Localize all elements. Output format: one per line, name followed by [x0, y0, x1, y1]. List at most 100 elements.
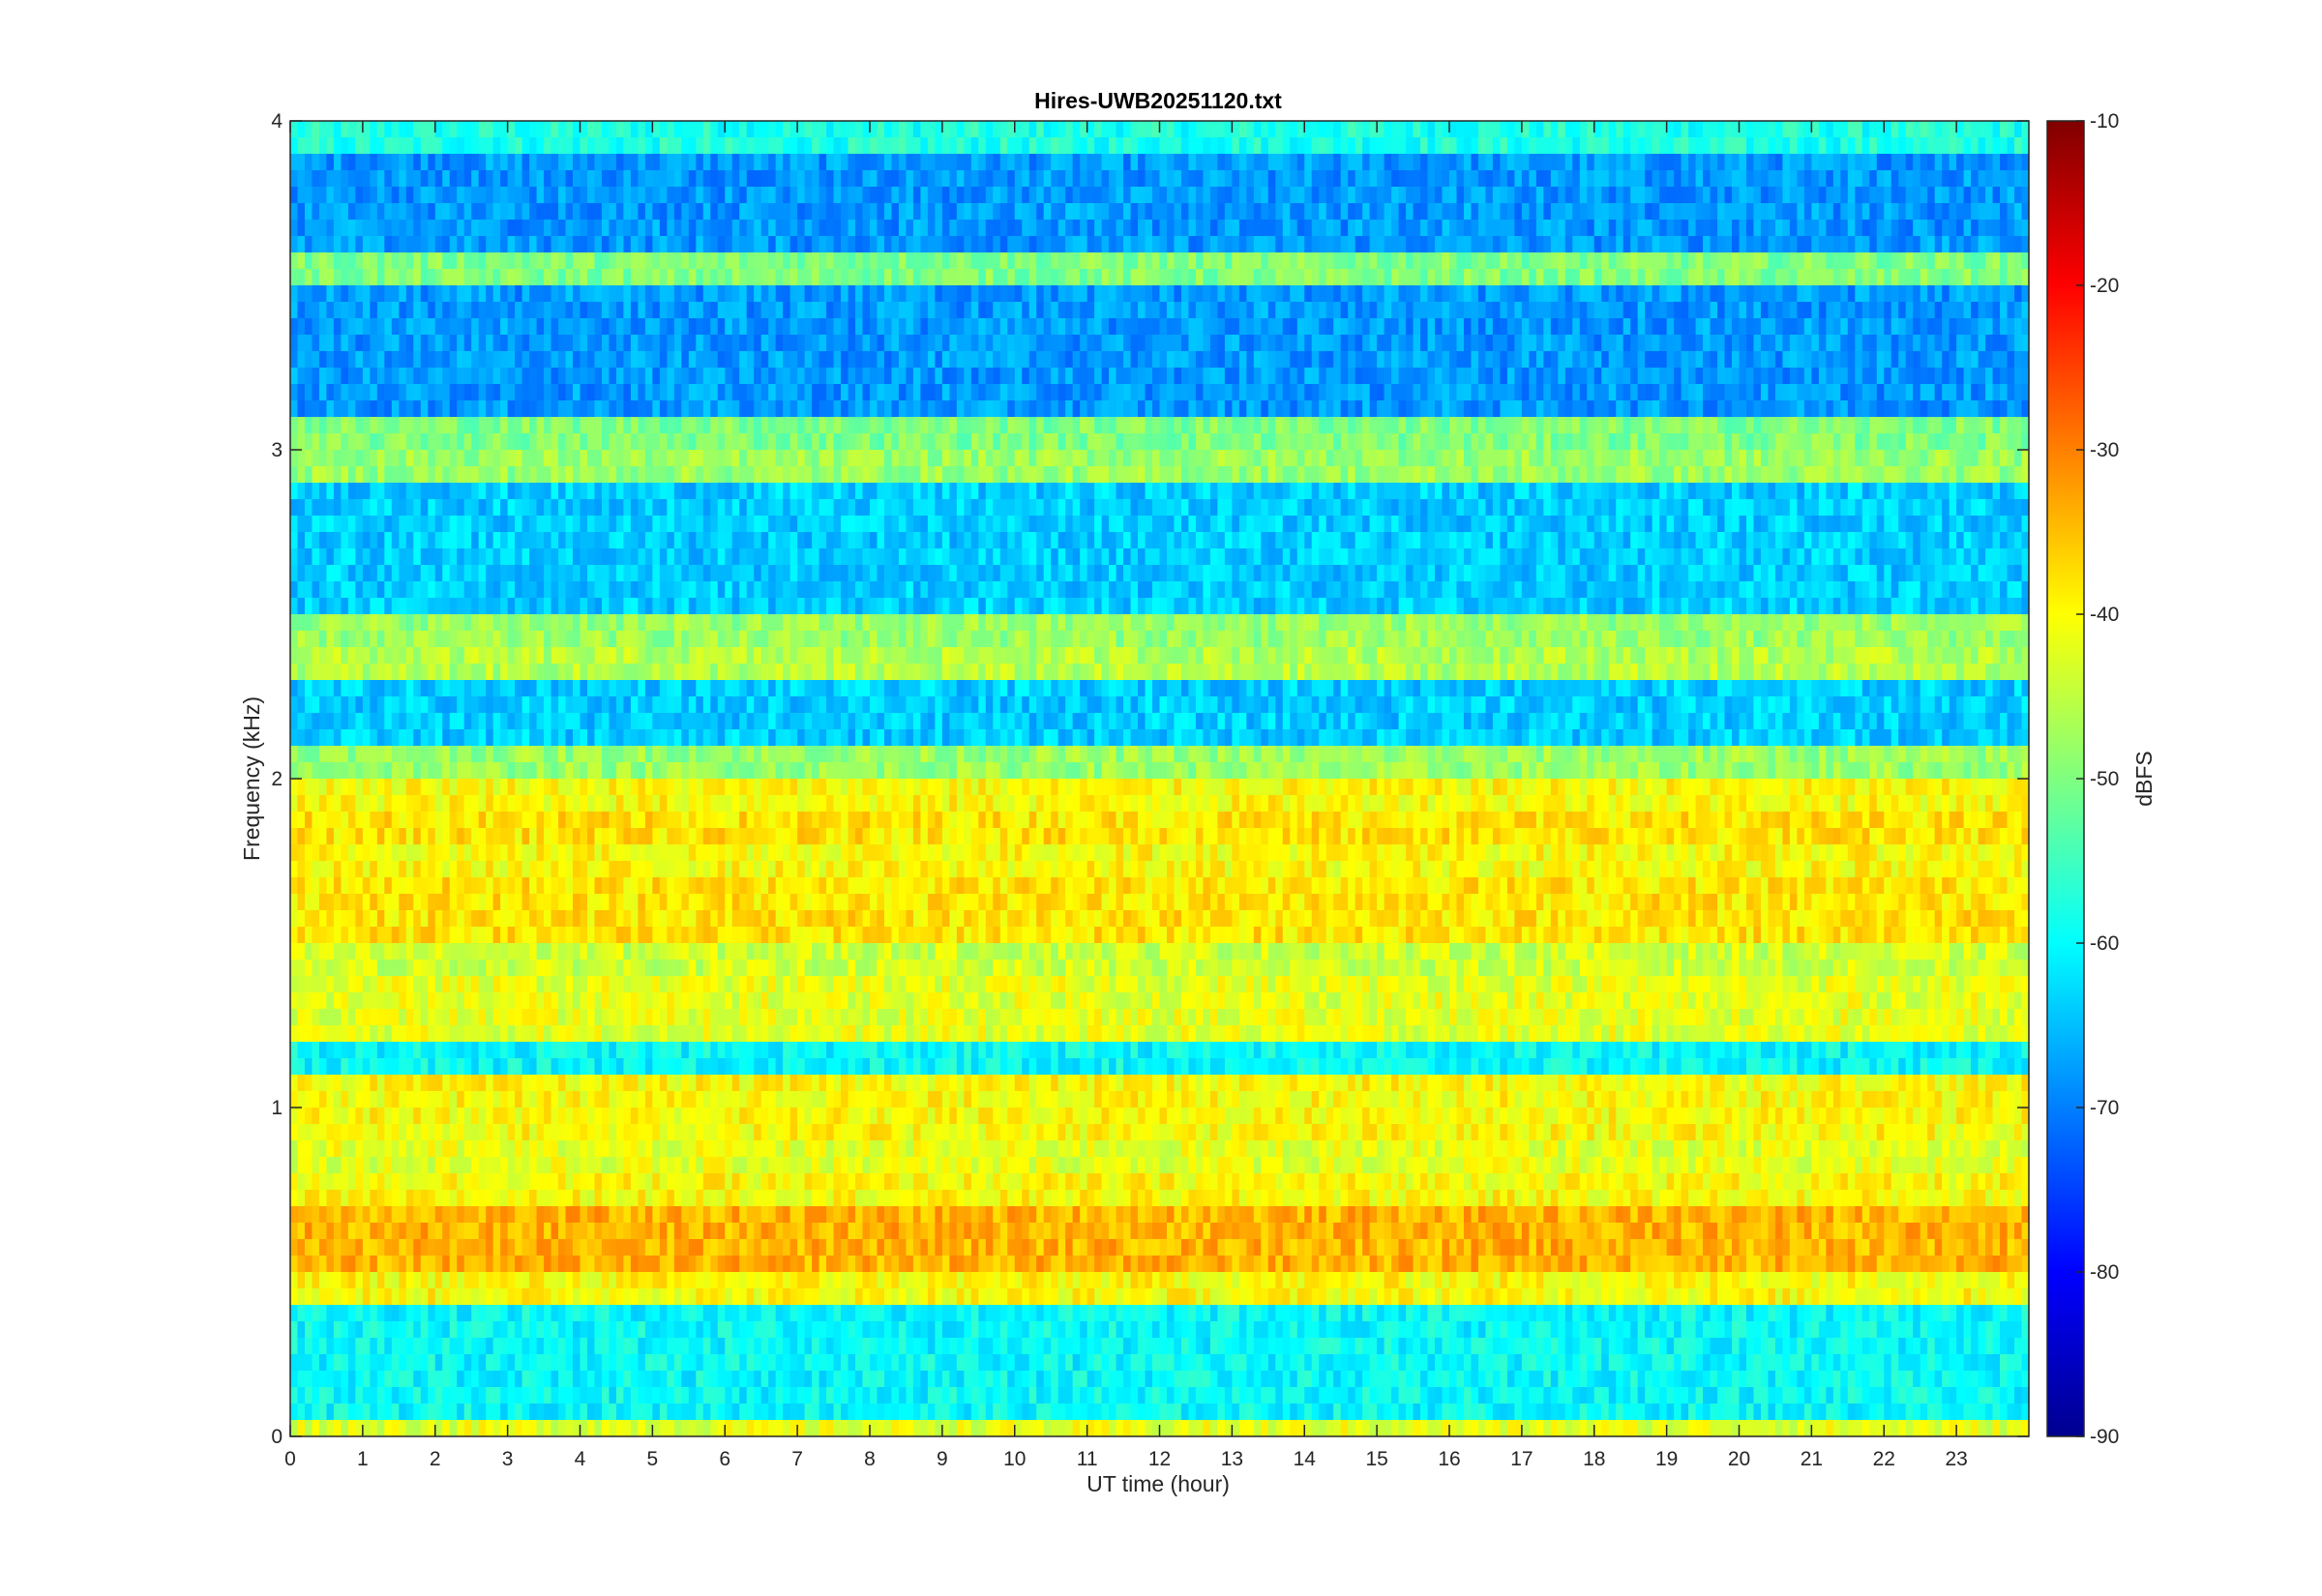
heatmap-cell [1724, 252, 1733, 270]
heatmap-cell [486, 400, 494, 418]
heatmap-cell [515, 433, 523, 451]
heatmap-cell [941, 285, 950, 303]
heatmap-cell [384, 450, 393, 467]
heatmap-cell [877, 170, 885, 188]
heatmap-cell [912, 433, 922, 451]
heatmap-cell [1890, 318, 1899, 336]
heatmap-cell [1014, 187, 1023, 204]
heatmap-cell [428, 170, 436, 188]
heatmap-cell [1869, 400, 1878, 418]
heatmap-cell [1435, 121, 1444, 138]
heatmap-cell [1420, 285, 1429, 303]
heatmap-cell [1174, 450, 1182, 467]
heatmap-cell [399, 400, 407, 418]
heatmap-cell [1145, 351, 1153, 369]
heatmap-cell [731, 252, 740, 270]
heatmap-cell [565, 203, 574, 221]
heatmap-cell [449, 400, 458, 418]
heatmap-cell [1506, 351, 1515, 369]
heatmap-cell [1934, 121, 1943, 138]
heatmap-cell [1992, 203, 2001, 221]
heatmap-cell [855, 433, 864, 451]
heatmap-cell [717, 121, 726, 138]
heatmap-cell [1427, 368, 1436, 385]
heatmap-cell [673, 236, 682, 253]
heatmap-cell [370, 368, 378, 385]
heatmap-cell [1898, 269, 1907, 286]
heatmap-cell [347, 318, 356, 336]
heatmap-cell [1645, 170, 1653, 188]
heatmap-cell [420, 400, 429, 418]
heatmap-cell [667, 368, 675, 385]
heatmap-cell [1622, 203, 1631, 221]
heatmap-cell [1471, 384, 1479, 401]
heatmap-cell [420, 285, 429, 303]
heatmap-cell [1826, 154, 1834, 171]
heatmap-cell [688, 351, 697, 369]
heatmap-cell [1739, 252, 1747, 270]
heatmap-cell [1174, 318, 1182, 336]
heatmap-cell [1109, 203, 1117, 221]
heatmap-cell [1246, 187, 1255, 204]
heatmap-cell [652, 433, 661, 451]
heatmap-cell [290, 351, 299, 369]
heatmap-cell [1116, 154, 1124, 171]
heatmap-cell [1145, 154, 1153, 171]
heatmap-cell [1282, 351, 1291, 369]
heatmap-cell [297, 220, 306, 237]
heatmap-cell [312, 187, 320, 204]
heatmap-cell [2021, 236, 2030, 253]
heatmap-cell [1384, 417, 1392, 434]
heatmap-cell [1506, 368, 1515, 385]
heatmap-cell [1028, 400, 1037, 418]
heatmap-cell [1261, 137, 1269, 155]
heatmap-cell [1789, 335, 1798, 352]
heatmap-cell [681, 137, 690, 155]
heatmap-cell [1529, 137, 1537, 155]
heatmap-cell [970, 203, 979, 221]
heatmap-cell [1876, 203, 1885, 221]
heatmap-cell [1109, 269, 1117, 286]
heatmap-cell [731, 450, 740, 467]
heatmap-cell [1282, 417, 1291, 434]
heatmap-cell [413, 154, 422, 171]
heatmap-cell [1637, 236, 1646, 253]
heatmap-cell [1826, 137, 1834, 155]
heatmap-cell [1905, 137, 1914, 155]
heatmap-cell [1377, 335, 1385, 352]
heatmap-cell [1789, 285, 1798, 303]
heatmap-cell [1500, 417, 1508, 434]
heatmap-cell [1123, 220, 1132, 237]
heatmap-cell [1803, 252, 1812, 270]
heatmap-cell [376, 433, 385, 451]
heatmap-cell [883, 252, 893, 270]
heatmap-cell [1217, 121, 1226, 138]
heatmap-cell [949, 252, 958, 270]
heatmap-cell [486, 170, 494, 188]
heatmap-cell [1587, 121, 1595, 138]
heatmap-cell [1080, 154, 1088, 171]
heatmap-cell [1971, 433, 1980, 451]
heatmap-cell [710, 335, 719, 352]
heatmap-cell [536, 220, 545, 237]
heatmap-cell [949, 318, 958, 336]
heatmap-cell [565, 417, 574, 434]
heatmap-cell [1384, 252, 1392, 270]
heatmap-cell [1630, 450, 1639, 467]
heatmap-cell [1789, 252, 1798, 270]
heatmap-cell [883, 170, 893, 188]
heatmap-cell [1855, 203, 1863, 221]
heatmap-cell [1500, 302, 1508, 319]
heatmap-cell [1832, 285, 1841, 303]
heatmap-cell [1774, 335, 1784, 352]
heatmap-cell [1616, 302, 1624, 319]
heatmap-cell [1043, 400, 1052, 418]
heatmap-cell [1710, 285, 1718, 303]
heatmap-cell [544, 318, 552, 336]
heatmap-cell [1710, 318, 1718, 336]
heatmap-cell [1739, 154, 1747, 171]
heatmap-cell [2007, 384, 2015, 401]
heatmap-cell [413, 368, 422, 385]
heatmap-cell [1319, 351, 1327, 369]
heatmap-cell [768, 302, 777, 319]
